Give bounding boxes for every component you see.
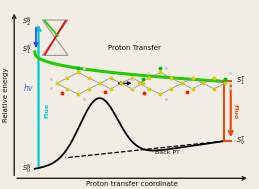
Text: $S_1^T$: $S_1^T$: [236, 75, 246, 88]
Text: $S_0^N$: $S_0^N$: [22, 162, 32, 176]
Text: $S_2^N$: $S_2^N$: [22, 16, 32, 29]
Text: Relative energy: Relative energy: [3, 67, 9, 122]
Text: Proton transfer coordinate: Proton transfer coordinate: [86, 181, 178, 187]
Text: $S_0^T$: $S_0^T$: [236, 134, 246, 148]
Text: $S_1^N$: $S_1^N$: [22, 44, 32, 57]
Text: $hv$: $hv$: [23, 81, 34, 93]
Text: Fluo: Fluo: [232, 104, 237, 119]
Text: Proton Transfer: Proton Transfer: [108, 45, 161, 51]
Text: Fluo: Fluo: [44, 103, 49, 118]
Text: Back PT: Back PT: [155, 150, 180, 155]
